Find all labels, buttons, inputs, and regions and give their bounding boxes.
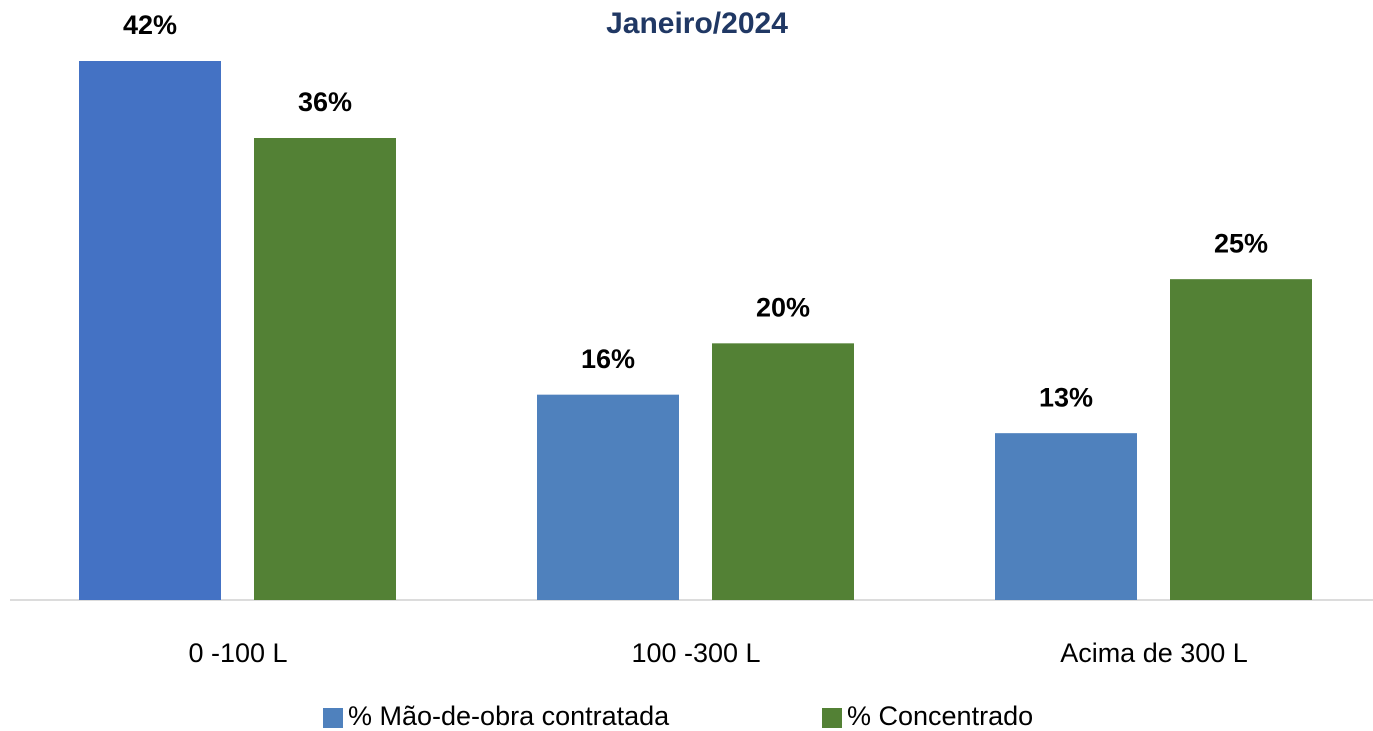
data-label: 36%: [298, 87, 352, 117]
legend-label: % Mão-de-obra contratada: [348, 701, 670, 731]
bar: [79, 61, 221, 600]
bar: [1170, 279, 1312, 600]
legend-swatch: [822, 708, 842, 728]
data-label: 13%: [1039, 382, 1093, 412]
x-tick-label: 100 -300 L: [631, 638, 760, 668]
data-label: 20%: [756, 292, 810, 322]
x-tick-label: Acima de 300 L: [1060, 638, 1248, 668]
bar: [537, 394, 679, 600]
bar: [995, 433, 1137, 600]
data-label: 42%: [123, 10, 177, 40]
bar: [254, 138, 396, 600]
data-label: 25%: [1214, 228, 1268, 258]
chart-title: Janeiro/2024: [606, 7, 788, 40]
x-tick-label: 0 -100 L: [188, 638, 287, 668]
legend-label: % Concentrado: [847, 701, 1033, 731]
data-label: 16%: [581, 344, 635, 374]
bar: [712, 343, 854, 600]
legend-swatch: [323, 708, 343, 728]
